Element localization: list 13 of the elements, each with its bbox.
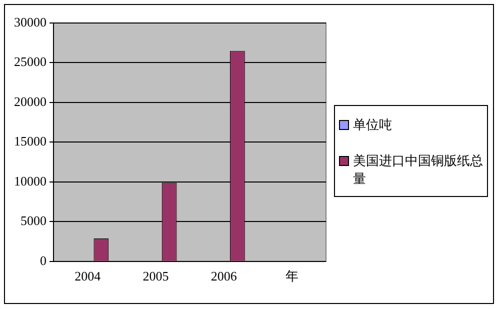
y-tick-label: 30000 <box>14 14 46 30</box>
y-tick-label: 15000 <box>14 134 46 149</box>
x-tick-label: 2006 <box>210 268 238 284</box>
x-tick-label: 2005 <box>142 268 169 284</box>
y-tick-label: 5000 <box>20 213 46 228</box>
legend-label: 美国进口中国铜版纸总量 <box>353 153 483 188</box>
x-tick-label: 年 <box>285 268 298 284</box>
x-tick-label: 2004 <box>74 268 102 284</box>
legend-label: 单位吨 <box>353 117 392 134</box>
y-tick-label: 10000 <box>14 173 46 188</box>
y-tick-label: 0 <box>40 252 46 268</box>
y-tick-label: 25000 <box>14 54 46 70</box>
y-tick-label: 20000 <box>14 94 46 109</box>
